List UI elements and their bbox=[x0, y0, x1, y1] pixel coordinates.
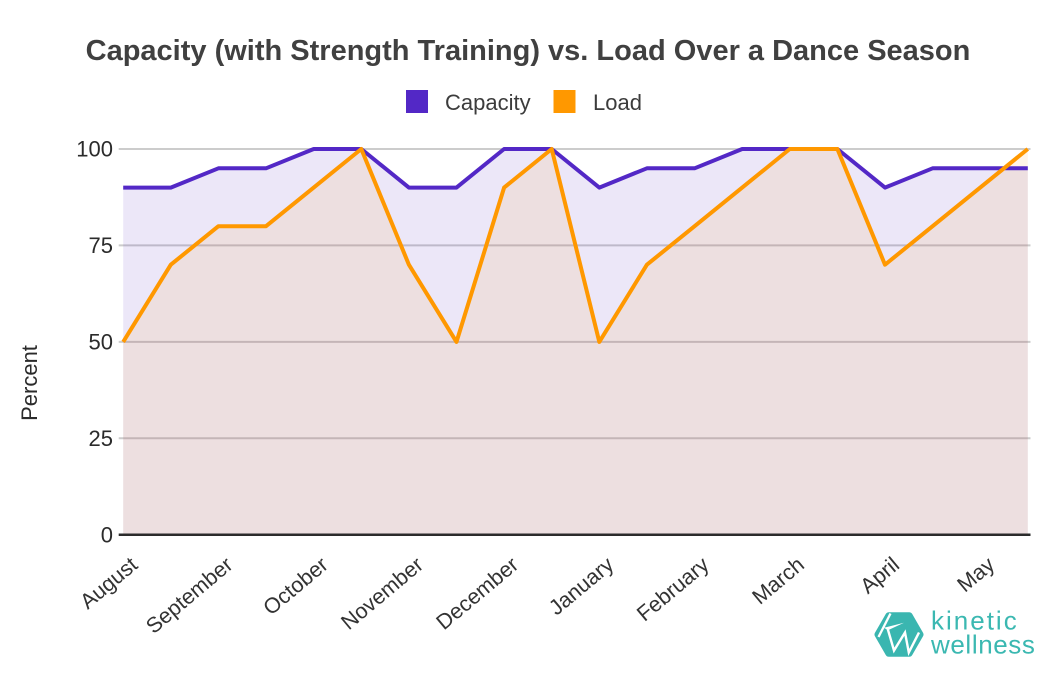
svg-text:Capacity: Capacity bbox=[445, 90, 531, 115]
svg-text:wellness: wellness bbox=[930, 630, 1036, 660]
svg-text:100: 100 bbox=[76, 137, 113, 162]
svg-text:25: 25 bbox=[89, 426, 113, 451]
svg-text:Percent: Percent bbox=[17, 345, 42, 421]
svg-text:Capacity (with Strength Traini: Capacity (with Strength Training) vs. Lo… bbox=[86, 35, 971, 67]
svg-text:kinetic: kinetic bbox=[931, 606, 1019, 636]
svg-text:50: 50 bbox=[89, 329, 113, 354]
svg-text:Load: Load bbox=[593, 90, 642, 115]
svg-text:75: 75 bbox=[89, 233, 113, 258]
svg-text:0: 0 bbox=[101, 522, 113, 547]
